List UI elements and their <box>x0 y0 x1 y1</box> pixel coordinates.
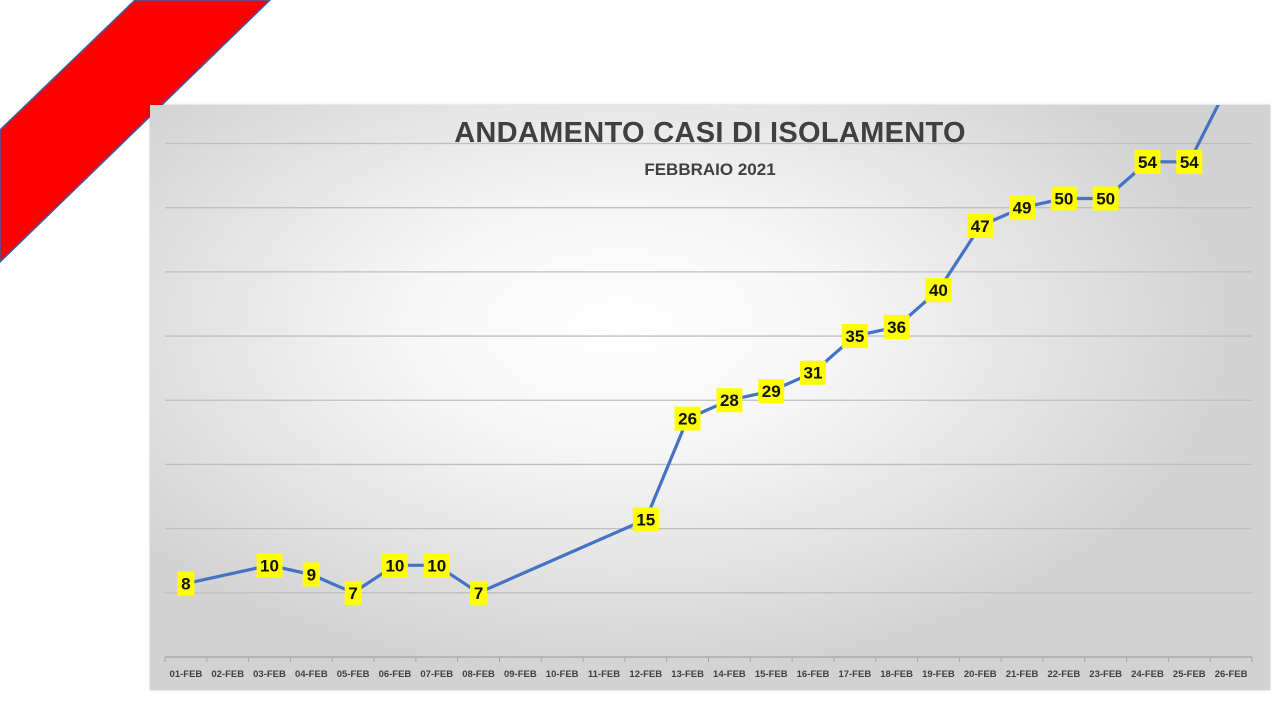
chart-panel: ANDAMENTO CASI DI ISOLAMENTO FEBBRAIO 20… <box>150 105 1270 690</box>
x-tick-label: 10-FEB <box>546 669 579 680</box>
data-label-box <box>883 314 910 339</box>
data-label-box <box>1134 149 1161 174</box>
data-label-box <box>841 324 868 349</box>
data-label-box <box>1050 186 1077 211</box>
series-line-layer <box>184 105 1220 595</box>
data-point: 7 <box>344 580 362 605</box>
line-chart: 01-FEB 02-FEB 03-FEB 04-FEB 05-FEB 06-FEB 07-F… <box>164 105 1253 680</box>
data-label-box <box>632 507 659 532</box>
x-tick-label: 14-FEB <box>713 669 746 680</box>
x-tick-label: 25-FEB <box>1173 669 1206 680</box>
gridlines <box>165 142 1252 594</box>
data-point: 47 <box>967 214 994 239</box>
data-label-box <box>177 571 195 596</box>
data-label-box <box>967 214 994 239</box>
data-label-box <box>344 580 362 605</box>
data-label: 28 <box>720 391 739 410</box>
data-label: 7 <box>348 584 357 603</box>
data-point: 9 <box>302 562 320 587</box>
data-point: 50 <box>1050 186 1077 211</box>
data-label-box <box>381 553 408 578</box>
data-point: 31 <box>800 360 827 385</box>
data-label-box <box>1009 195 1036 220</box>
x-tick-label: 08-FEB <box>462 669 495 680</box>
data-label-box <box>256 553 283 578</box>
data-point: 10 <box>423 553 450 578</box>
x-tick-label: 19-FEB <box>922 669 955 680</box>
data-point: 54 <box>1176 149 1203 174</box>
x-tick-label: 02-FEB <box>211 669 244 680</box>
data-point: 35 <box>841 324 868 349</box>
x-axis: 01-FEB 02-FEB 03-FEB 04-FEB 05-FEB 06-FEB 07-F… <box>164 656 1253 680</box>
x-tick-label: 01-FEB <box>170 669 203 680</box>
x-tick-label: 16-FEB <box>797 669 830 680</box>
x-tick-label: 20-FEB <box>964 669 997 680</box>
x-tick-label: 23-FEB <box>1089 669 1122 680</box>
data-point: 40 <box>925 278 952 303</box>
data-point: 28 <box>716 388 743 413</box>
data-label: 10 <box>260 556 279 575</box>
data-label: 54 <box>1138 153 1157 172</box>
data-point: 10 <box>381 553 408 578</box>
data-point: 8 <box>177 571 195 596</box>
x-tick-label: 05-FEB <box>337 669 370 680</box>
x-tick-label: 21-FEB <box>1006 669 1039 680</box>
data-point: 15 <box>632 507 659 532</box>
data-label: 54 <box>1180 153 1199 172</box>
data-point: 49 <box>1009 195 1036 220</box>
data-label: 31 <box>804 364 823 383</box>
data-label-box <box>470 580 488 605</box>
data-label: 26 <box>678 410 697 429</box>
data-label-box <box>925 278 952 303</box>
series-line <box>184 105 1220 595</box>
x-tick-label: 04-FEB <box>295 669 328 680</box>
data-label: 40 <box>929 281 948 300</box>
data-label-box <box>423 553 450 578</box>
data-label-box <box>1092 186 1119 211</box>
x-tick-label: 26-FEB <box>1215 669 1248 680</box>
chart-subtitle: FEBBRAIO 2021 <box>644 160 776 179</box>
data-point: 29 <box>758 379 785 404</box>
x-tick-label: 03-FEB <box>253 669 286 680</box>
data-point: 36 <box>883 314 910 339</box>
data-label: 35 <box>845 327 864 346</box>
red-ribbon-shape <box>0 0 272 264</box>
data-label: 50 <box>1054 190 1073 209</box>
x-tick-label: 09-FEB <box>504 669 537 680</box>
data-label-box <box>758 379 785 404</box>
x-tick-label: 11-FEB <box>588 669 620 680</box>
data-point: 54 <box>1134 149 1161 174</box>
data-label: 10 <box>385 556 404 575</box>
data-label-box <box>1176 149 1203 174</box>
x-tick-label: 24-FEB <box>1131 669 1164 680</box>
data-point: 50 <box>1092 186 1119 211</box>
x-tick-label: 07-FEB <box>420 669 453 680</box>
data-label: 29 <box>762 382 781 401</box>
x-tick-label: 18-FEB <box>880 669 913 680</box>
data-point: 10 <box>256 553 283 578</box>
data-label: 10 <box>427 556 446 575</box>
data-label: 15 <box>636 510 655 529</box>
data-label: 8 <box>181 575 190 594</box>
data-label: 9 <box>307 565 316 584</box>
data-label-box <box>800 360 827 385</box>
data-label: 47 <box>971 217 990 236</box>
decorative-ribbon <box>0 0 272 264</box>
x-tick-label: 12-FEB <box>629 669 662 680</box>
data-point: 26 <box>674 406 701 431</box>
data-label-box <box>674 406 701 431</box>
x-tick-label: 13-FEB <box>671 669 704 680</box>
x-tick-label: 15-FEB <box>755 669 788 680</box>
data-label: 50 <box>1096 190 1115 209</box>
data-label: 36 <box>887 318 906 337</box>
data-label: 7 <box>474 584 483 603</box>
x-tick-label: 22-FEB <box>1047 669 1080 680</box>
data-labels: 8109710107152628293135364047495050545463 <box>177 149 1203 605</box>
data-label-box <box>716 388 743 413</box>
x-tick-label: 17-FEB <box>838 669 871 680</box>
data-label-box <box>302 562 320 587</box>
data-label: 49 <box>1013 199 1032 218</box>
data-point: 7 <box>470 580 488 605</box>
x-tick-label: 06-FEB <box>379 669 412 680</box>
